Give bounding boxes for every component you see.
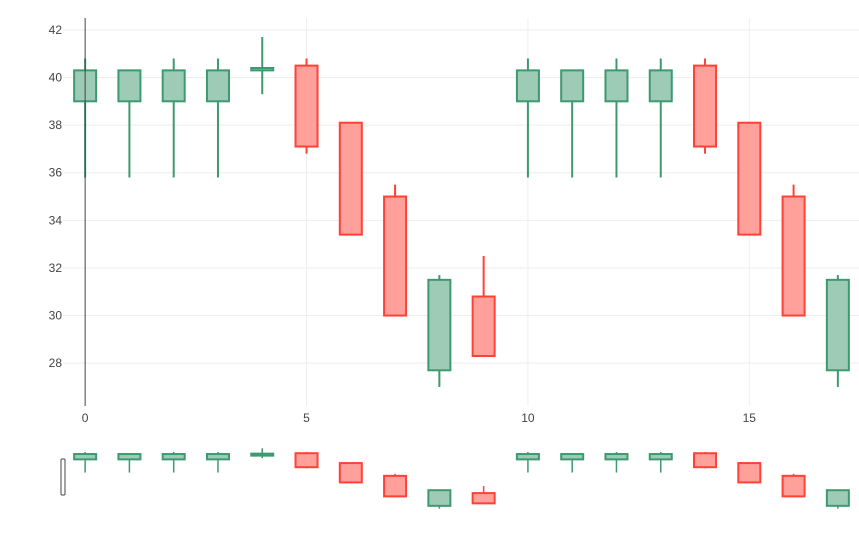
slider-candlestick <box>825 489 850 509</box>
slider-candle-body <box>250 452 275 457</box>
slider-candlestick <box>560 453 585 473</box>
candle-body <box>338 121 363 236</box>
y-tick-label: 32 <box>49 261 63 275</box>
candlestick <box>737 121 762 236</box>
candle-body <box>693 64 718 148</box>
y-tick-label: 34 <box>49 213 63 227</box>
range-slider-candles <box>73 448 850 509</box>
slider-candle-body <box>781 474 806 498</box>
candle-body <box>781 195 806 317</box>
slider-candlestick <box>338 462 363 484</box>
slider-candlestick <box>737 462 762 484</box>
slider-candle-body <box>825 489 850 507</box>
slider-candlestick <box>250 448 275 459</box>
candlestick <box>383 184 408 317</box>
slider-candlestick <box>471 486 496 505</box>
slider-candle-body <box>515 453 540 461</box>
x-tick-label: 5 <box>303 411 310 425</box>
candle-body <box>471 295 496 358</box>
y-tick-label: 38 <box>49 118 63 132</box>
candlestick <box>648 58 673 178</box>
y-tick-label: 30 <box>49 309 63 323</box>
slider-candlestick <box>161 451 186 473</box>
candle-body <box>161 69 186 103</box>
candlestick <box>471 256 496 358</box>
candles-layer <box>73 37 850 387</box>
slider-candle-body <box>737 462 762 484</box>
candlestick <box>117 69 142 178</box>
candlestick <box>604 58 629 178</box>
slider-candlestick <box>693 451 718 469</box>
y-tick-label: 40 <box>49 71 63 85</box>
candle-body <box>250 66 275 72</box>
candle-body <box>560 69 585 103</box>
candle-body <box>825 278 850 372</box>
axes-layer: 28 30 32 34 36 38 40 42 0 5 10 15 <box>49 18 757 425</box>
candlestick <box>560 69 585 178</box>
candlestick <box>294 58 319 154</box>
slider-candlestick <box>73 451 98 473</box>
grid-layer <box>63 18 859 406</box>
slider-candle-body <box>383 474 408 498</box>
candle-body <box>294 64 319 148</box>
slider-candlestick <box>515 451 540 473</box>
slider-candlestick <box>427 489 452 509</box>
slider-candlestick <box>781 473 806 498</box>
slider-candle-body <box>117 453 142 461</box>
slider-candle-body <box>604 453 629 461</box>
x-tick-label: 0 <box>82 411 89 425</box>
slider-candlestick <box>117 453 142 473</box>
candlestick <box>781 184 806 317</box>
candlestick <box>161 58 186 178</box>
candle-body <box>737 121 762 236</box>
candle-body <box>383 195 408 317</box>
slider-candle-body <box>294 452 319 469</box>
range-slider[interactable] <box>60 448 850 509</box>
slider-candle-body <box>338 462 363 484</box>
y-tick-label: 28 <box>49 356 63 370</box>
candle-body <box>117 69 142 103</box>
candlestick <box>515 58 540 178</box>
candle-body <box>205 69 230 103</box>
candlestick <box>205 58 230 178</box>
slider-candlestick <box>205 451 230 473</box>
slider-candle-body <box>693 452 718 469</box>
candlestick <box>338 121 363 236</box>
slider-candle-body <box>73 453 98 461</box>
range-slider-handle[interactable] <box>60 458 66 496</box>
y-tick-label: 42 <box>49 23 63 37</box>
slider-candle-body <box>427 489 452 507</box>
candle-body <box>427 278 452 372</box>
x-tick-label: 15 <box>743 411 757 425</box>
candlestick <box>693 58 718 154</box>
candlestick <box>427 275 452 387</box>
slider-candlestick <box>648 451 673 473</box>
x-tick-label: 10 <box>521 411 535 425</box>
slider-candle-body <box>205 453 230 461</box>
slider-candle-body <box>161 453 186 461</box>
slider-candle-body <box>471 492 496 505</box>
candlestick <box>825 275 850 387</box>
slider-candlestick <box>604 451 629 473</box>
candle-body <box>604 69 629 103</box>
y-tick-label: 36 <box>49 166 63 180</box>
slider-candlestick <box>383 473 408 498</box>
slider-candle-body <box>648 453 673 461</box>
slider-candle-body <box>560 453 585 461</box>
candle-body <box>648 69 673 103</box>
slider-candlestick <box>294 451 319 469</box>
candle-body <box>515 69 540 103</box>
candlestick <box>250 37 275 95</box>
